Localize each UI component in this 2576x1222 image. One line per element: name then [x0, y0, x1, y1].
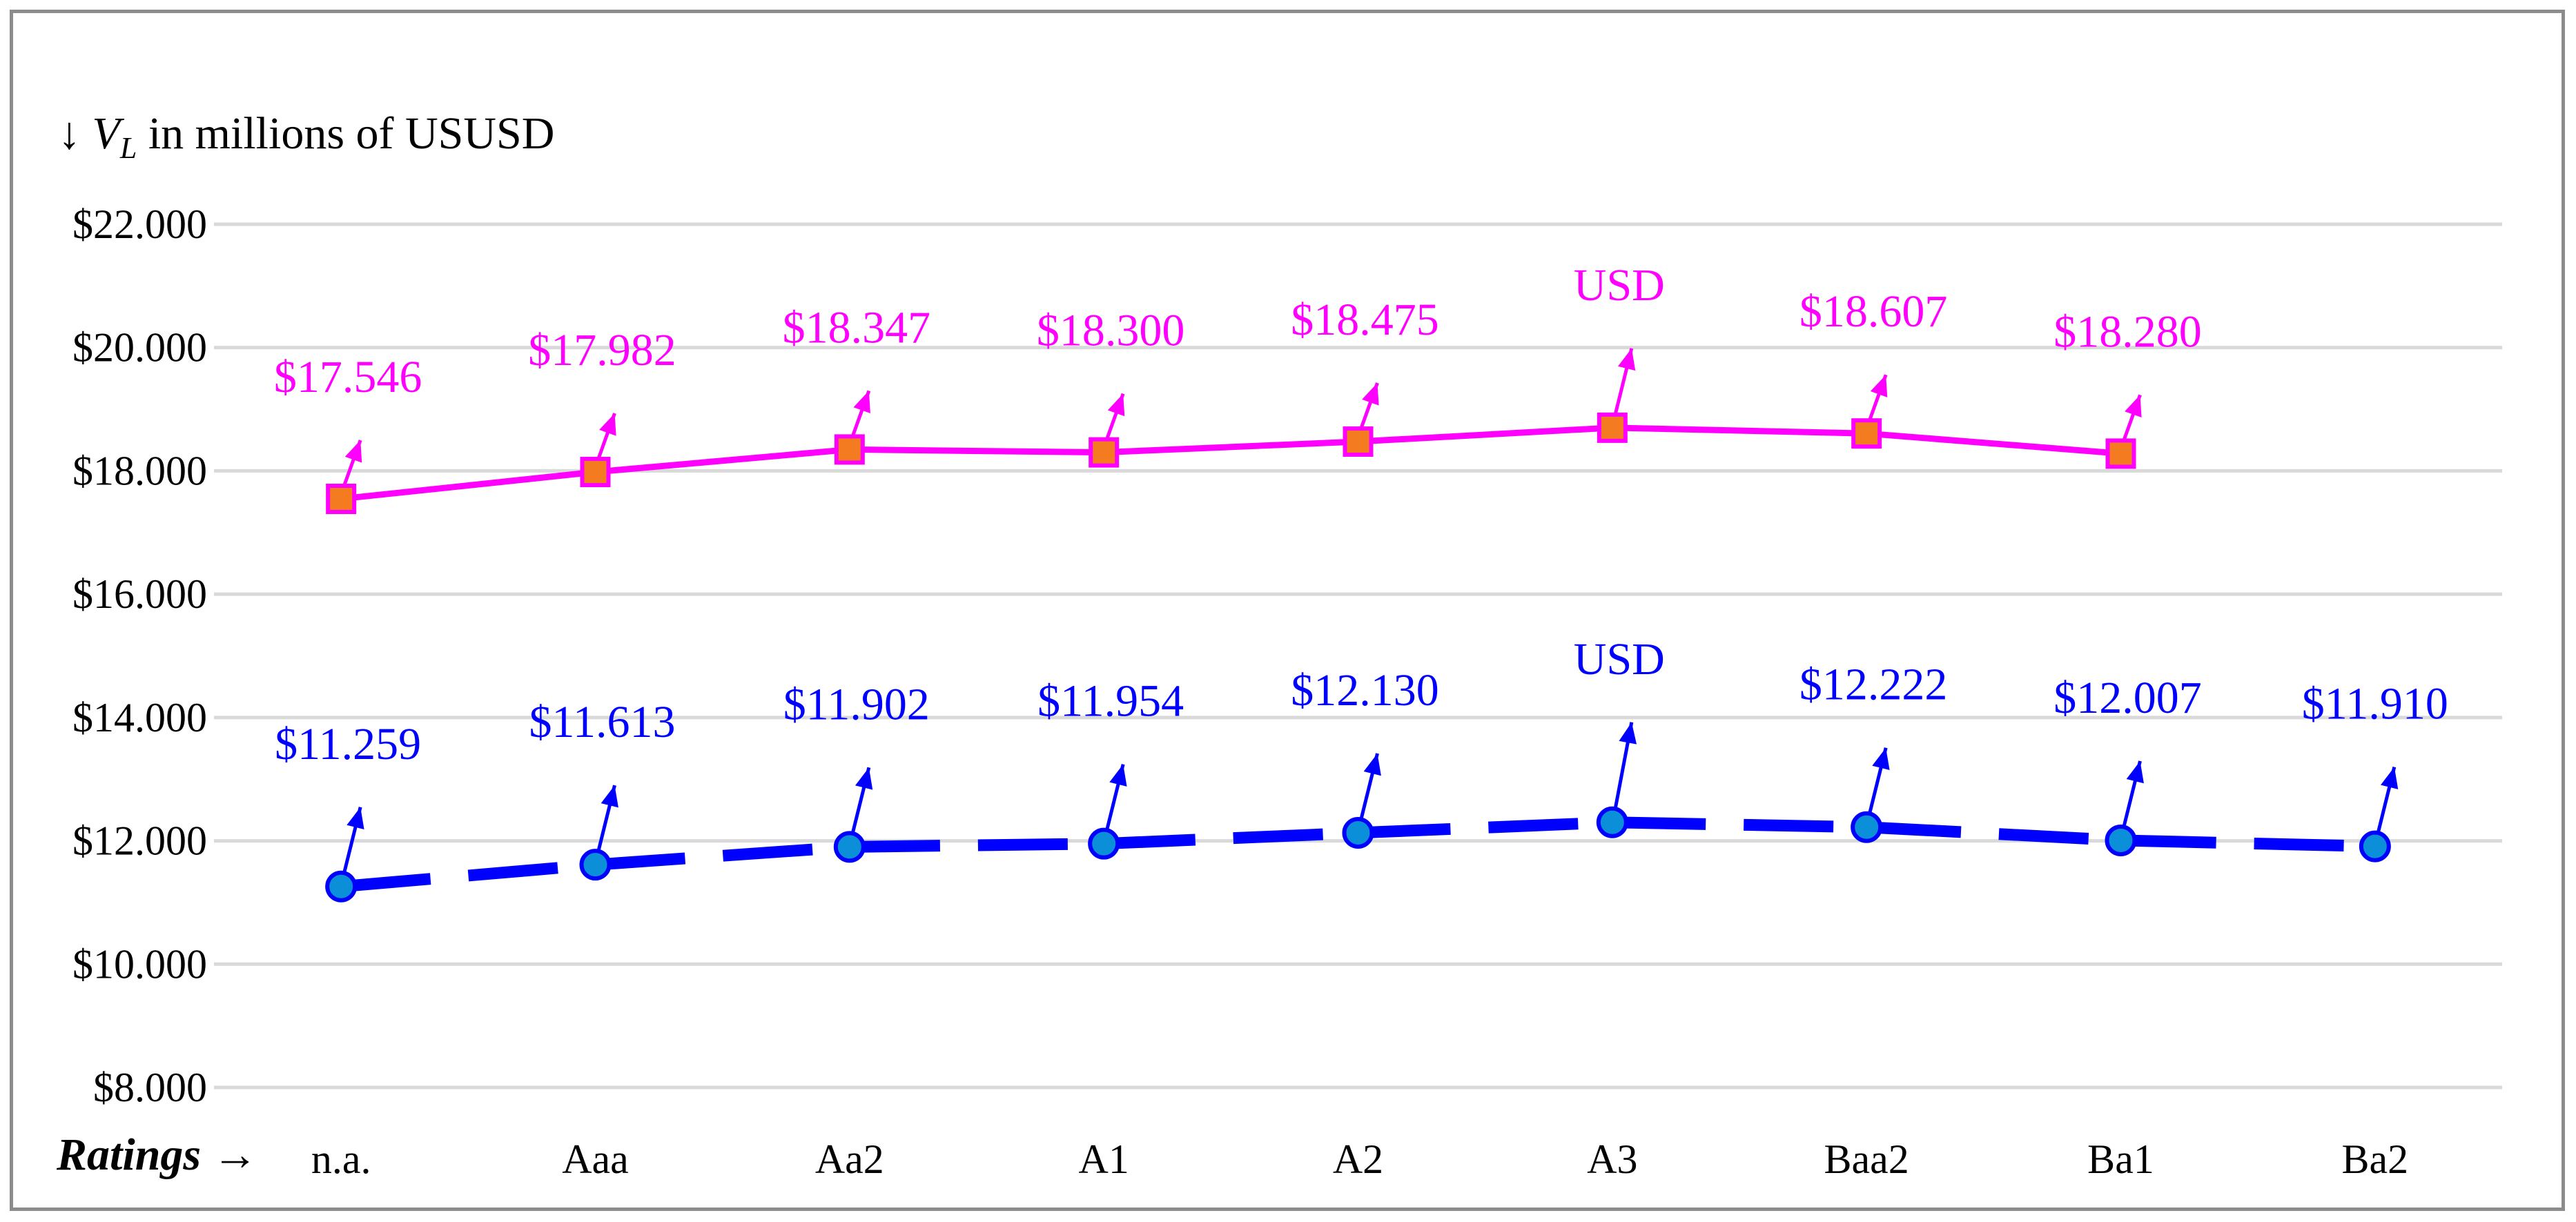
data-point-marker — [2105, 824, 2137, 856]
data-point-marker — [579, 849, 612, 881]
data-label: $18.300 — [1037, 306, 1185, 356]
data-point-marker — [1851, 811, 1883, 843]
data-label: $11.910 — [2302, 679, 2448, 729]
data-point-marker — [325, 870, 358, 903]
data-point-marker — [1851, 418, 1882, 449]
data-point-marker — [834, 434, 865, 465]
data-label: $18.280 — [2053, 306, 2202, 357]
x-tick-label: Aa2 — [815, 1136, 884, 1182]
data-point-marker — [1596, 806, 1628, 838]
x-tick-label: Baa2 — [1824, 1136, 1909, 1182]
x-tick-label: A1 — [1078, 1136, 1129, 1182]
grid-lines — [214, 222, 2502, 1090]
data-label: $18.347 — [783, 302, 931, 353]
data-point-marker — [1342, 816, 1374, 849]
x-tick-label: Ba2 — [2342, 1136, 2409, 1182]
data-point-marker — [1343, 426, 1374, 457]
label-leader-arrowhead — [853, 391, 870, 414]
data-point-marker — [1597, 412, 1628, 443]
y-tick-label: $22.000 — [72, 201, 207, 247]
label-leader-arrowhead — [2126, 760, 2144, 784]
data-label: $12.007 — [2053, 673, 2202, 723]
chart-frame — [10, 10, 2565, 1211]
data-label: $17.546 — [274, 352, 422, 402]
data-label: $18.607 — [1799, 286, 1948, 337]
data-point-marker — [1088, 827, 1120, 860]
data-label: $11.902 — [783, 679, 930, 729]
data-label: $11.613 — [529, 697, 675, 747]
label-leader-arrowhead — [1872, 747, 1890, 770]
data-point-marker — [580, 457, 611, 488]
label-leader-arrowhead — [2125, 395, 2142, 418]
data-label: $17.982 — [528, 325, 676, 375]
label-leader-arrowhead — [1109, 764, 1127, 787]
data-label: $12.130 — [1291, 665, 1439, 716]
label-leader-arrowhead — [347, 807, 364, 830]
data-label: USD — [1574, 260, 1665, 311]
label-leader-arrowhead — [855, 767, 873, 790]
x-axis-title: Ratings → — [56, 1130, 258, 1180]
x-tick-label: Aaa — [562, 1136, 629, 1182]
x-tick-label: A3 — [1587, 1136, 1637, 1182]
x-tick-label: n.a. — [311, 1136, 371, 1182]
label-leader-arrowhead — [1618, 348, 1636, 371]
label-leader-arrowhead — [1619, 722, 1637, 745]
series-line — [340, 424, 2121, 502]
label-leader-arrowhead — [1362, 382, 1379, 406]
label-leader-arrowhead — [601, 785, 618, 808]
y-tick-label: $8.000 — [93, 1065, 207, 1110]
y-tick-label: $18.000 — [72, 448, 207, 493]
x-axis-ticks: n.a. Aaa Aa2 A1 A2 A3 Baa2 Ba1 Ba2 — [311, 1136, 2408, 1182]
label-leader-arrowhead — [344, 440, 362, 463]
label-leader-arrowhead — [599, 413, 616, 436]
data-label: $11.259 — [275, 719, 421, 769]
x-tick-label: Ba1 — [2087, 1136, 2154, 1182]
data-point-marker — [833, 831, 866, 863]
data-point-marker — [2359, 830, 2391, 863]
y-tick-label: $10.000 — [72, 941, 207, 987]
label-leader-arrowhead — [1363, 753, 1381, 776]
series-group: $17.546$17.982 $18.347 $18.300 $18.475USD$1… — [274, 260, 2448, 903]
y-tick-label: $20.000 — [72, 325, 207, 371]
y-tick-label: $14.000 — [72, 695, 207, 740]
y-axis-ticks: $8.000 $10.000 $12.000 $14.000 $16.000 $18.00… — [72, 201, 207, 1110]
label-leader-arrowhead — [2381, 767, 2399, 789]
data-label: $11.954 — [1037, 676, 1184, 727]
series-2: $11.259 $11.613 $11.902 $11.954 $12.130 USD $1… — [275, 634, 2448, 903]
y-tick-label: $12.000 — [72, 818, 207, 864]
data-label: USD — [1574, 634, 1665, 684]
label-leader-arrowhead — [1107, 393, 1125, 417]
data-label: $18.475 — [1291, 295, 1439, 345]
data-point-marker — [2105, 438, 2136, 469]
y-tick-label: $16.000 — [72, 571, 207, 617]
data-point-marker — [326, 483, 357, 514]
series-1: $17.546 $17.982 $18.347 $18.300 $18.475 USD $1… — [274, 260, 2202, 514]
data-label: $12.222 — [1799, 660, 1948, 710]
label-leader-arrowhead — [1870, 375, 1888, 397]
x-tick-label: A2 — [1333, 1136, 1383, 1182]
series-line — [340, 816, 2376, 893]
y-axis-label: ↓ VL in millions of USUSD — [58, 108, 554, 165]
data-point-marker — [1089, 437, 1120, 468]
